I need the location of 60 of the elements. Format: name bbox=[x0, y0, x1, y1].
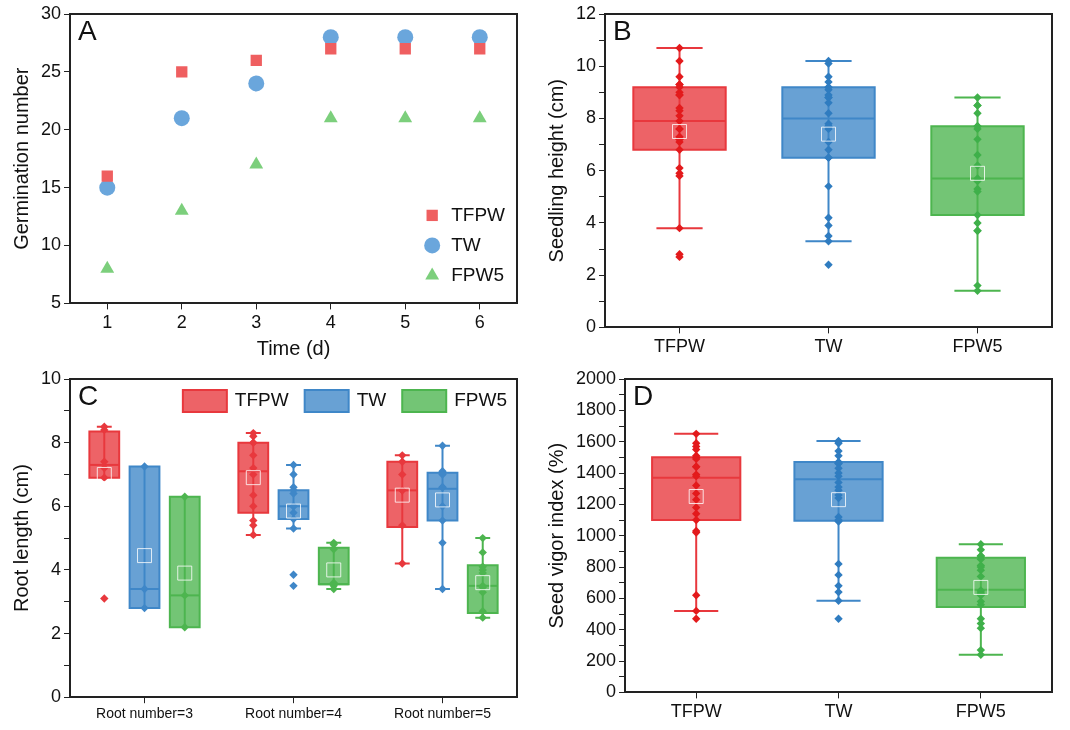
x-tick-label: FPW5 bbox=[952, 336, 1003, 357]
y-tick-label: 10 bbox=[40, 367, 62, 388]
y-tick-label: 2000 bbox=[576, 367, 617, 388]
annotation: A bbox=[78, 14, 98, 46]
y-tick-label: 4 bbox=[51, 558, 62, 579]
legend-label: FPW5 bbox=[454, 389, 507, 411]
x-tick-label: Root number=5 bbox=[394, 705, 492, 722]
y-axis-title: Germination number bbox=[9, 67, 32, 250]
legend-label: TFPW bbox=[451, 203, 506, 225]
y-tick-label: 800 bbox=[586, 556, 617, 577]
legend-label: TW bbox=[356, 389, 387, 411]
y-axis-title: Seed vigor index (%) bbox=[544, 442, 567, 629]
y-tick-label: 600 bbox=[586, 587, 617, 608]
x-tick-label: TW bbox=[824, 701, 853, 722]
x-tick-label: 2 bbox=[176, 312, 187, 333]
y-tick-label: 1000 bbox=[576, 524, 617, 545]
x-tick-label: TFPW bbox=[670, 701, 722, 722]
x-tick-label: 3 bbox=[251, 312, 262, 333]
y-tick-label: 0 bbox=[586, 316, 597, 337]
y-tick-label: 4 bbox=[586, 211, 597, 232]
x-axis-title: Time (d) bbox=[256, 336, 331, 359]
y-tick-label: 20 bbox=[40, 118, 62, 139]
x-tick-label: FPW5 bbox=[955, 701, 1006, 722]
x-tick-label: TFPW bbox=[654, 336, 706, 357]
x-tick-label: 4 bbox=[325, 312, 336, 333]
annotation: D bbox=[633, 379, 654, 411]
y-tick-label: 0 bbox=[606, 681, 617, 702]
y-tick-label: 30 bbox=[40, 2, 62, 23]
y-tick-label: 10 bbox=[40, 234, 62, 255]
x-tick-label: 1 bbox=[102, 312, 113, 333]
y-tick-label: 0 bbox=[51, 686, 62, 707]
y-tick-label: 2 bbox=[586, 264, 597, 285]
y-tick-label: 400 bbox=[586, 618, 617, 639]
y-tick-label: 8 bbox=[51, 431, 62, 452]
y-tick-label: 15 bbox=[40, 176, 62, 197]
y-axis-title: Root length (cm) bbox=[9, 464, 32, 613]
legend-label: TW bbox=[451, 233, 481, 255]
y-tick-label: 10 bbox=[575, 55, 597, 76]
x-tick-label: Root number=3 bbox=[96, 705, 194, 722]
annotation: B bbox=[613, 14, 632, 46]
y-tick-label: 6 bbox=[586, 159, 597, 180]
legend-label: FPW5 bbox=[451, 263, 504, 285]
y-tick-label: 1400 bbox=[576, 461, 617, 482]
x-tick-label: 6 bbox=[474, 312, 485, 333]
y-tick-label: 5 bbox=[51, 292, 62, 313]
y-tick-label: 1800 bbox=[576, 399, 617, 420]
x-tick-label: Root number=4 bbox=[245, 705, 343, 722]
x-tick-label: TW bbox=[814, 336, 843, 357]
x-tick-label: 5 bbox=[400, 312, 411, 333]
annotation: C bbox=[78, 379, 99, 411]
y-tick-label: 6 bbox=[51, 495, 62, 516]
legend-label: TFPW bbox=[234, 389, 289, 411]
y-tick-label: 25 bbox=[40, 60, 62, 81]
y-tick-label: 200 bbox=[586, 650, 617, 671]
y-tick-label: 1200 bbox=[576, 493, 617, 514]
y-tick-label: 2 bbox=[51, 622, 62, 643]
y-tick-label: 8 bbox=[586, 107, 597, 128]
y-axis-title: Seedling height (cm) bbox=[544, 78, 567, 263]
y-tick-label: 1600 bbox=[576, 430, 617, 451]
y-tick-label: 12 bbox=[575, 2, 597, 23]
